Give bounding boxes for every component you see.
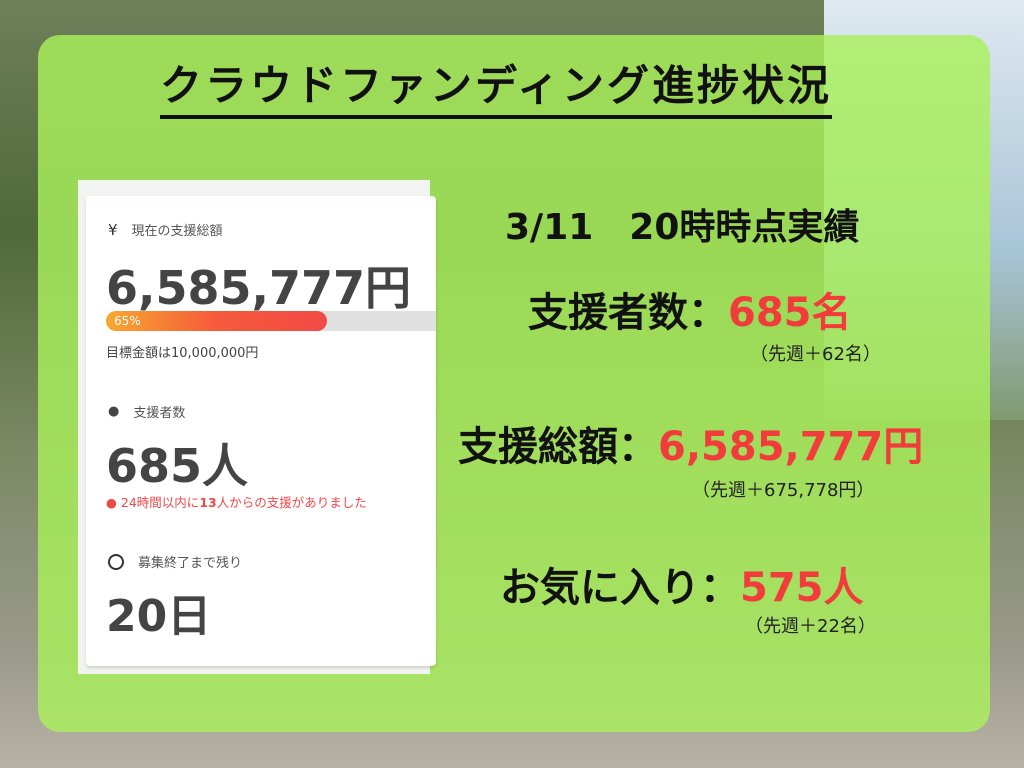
remaining-label: 募集終了まで残り: [138, 556, 243, 571]
summary-supporters-note: （先週＋62名）: [750, 344, 881, 365]
total-label: 現在の支援総額: [131, 224, 223, 239]
total-label-row: ¥ 現在の支援総額: [108, 220, 223, 240]
recent-suffix: 人からの支援がありました: [216, 495, 367, 510]
page-title: クラウドファンディング進捗状況: [160, 52, 833, 119]
clock-icon: [108, 553, 124, 570]
remaining-label-row: 募集終了まで残り: [108, 552, 242, 571]
user-icon: ●: [108, 404, 120, 419]
user-clock-icon: ●: [106, 495, 117, 510]
summary-favorites-label: お気に入り：: [500, 565, 740, 611]
progress-fill: 65%: [106, 311, 327, 331]
summary-favorites-note: （先週＋22名）: [745, 616, 876, 637]
funding-card: ¥ 現在の支援総額 6,585,777円 65% 目標金額は10,000,000…: [78, 180, 436, 674]
summary-supporters-value: 685名: [728, 290, 852, 336]
recent-prefix: 24時間以内に: [120, 495, 200, 510]
summary-total-note: （先週＋675,778円）: [692, 480, 875, 501]
recent-support-text: ● 24時間以内に13人からの支援がありました: [106, 492, 367, 511]
date-line: 3/11 20時時点実績: [505, 207, 860, 248]
remaining-value: 20日: [106, 591, 212, 642]
goal-text: 目標金額は10,000,000円: [106, 346, 259, 361]
total-value: 6,585,777円: [106, 261, 411, 315]
summary-total: 支援総額：6,585,777円: [458, 414, 923, 472]
summary-total-value: 6,585,777円: [658, 424, 924, 470]
summary-supporters-label: 支援者数：: [528, 290, 728, 336]
summary-supporters: 支援者数：685名: [528, 280, 852, 338]
supporters-label: 支援者数: [133, 406, 186, 421]
progress-bar: 65%: [106, 311, 436, 331]
summary-favorites-value: 575人: [740, 565, 864, 611]
supporters-label-row: ● 支援者数: [108, 402, 185, 421]
summary-total-label: 支援総額：: [458, 424, 658, 470]
recent-count: 13: [199, 495, 217, 510]
supporters-value: 685人: [106, 439, 249, 493]
yen-icon: ¥: [108, 220, 118, 239]
summary-favorites: お気に入り：575人: [500, 555, 864, 613]
